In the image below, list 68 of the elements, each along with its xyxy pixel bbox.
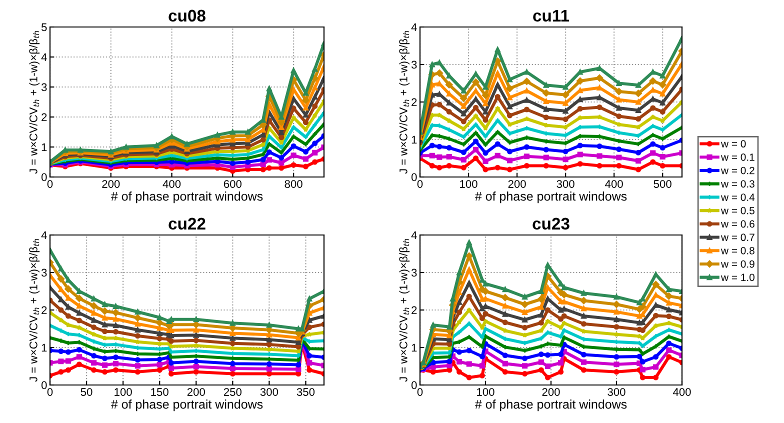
- legend-label: w = 0.7: [720, 234, 754, 242]
- x-tick-label: 600: [224, 180, 242, 188]
- x-tick-label: 400: [605, 180, 623, 188]
- y-tick-label: 4: [411, 231, 417, 240]
- y-tick-label: 4: [41, 231, 47, 240]
- legend-label: w = 0.9: [720, 260, 754, 268]
- y-tick-label: 1: [42, 344, 47, 352]
- x-tick-label: 500: [654, 180, 672, 188]
- chart-title: cu11: [533, 10, 570, 22]
- y-axis-title: J = w×CV/CV$_{th}$ + (1-w)×β/β$_{th}$: [29, 238, 40, 382]
- x-tick-label: 50: [80, 388, 92, 396]
- y-tick-label: 0: [41, 381, 47, 390]
- x-axis-title: # of phase portrait windows: [110, 400, 263, 412]
- x-tick-label: 300: [260, 388, 278, 396]
- legend-label: w = 0: [720, 140, 746, 148]
- y-axis-title: J = w×CV/CV$_{th}$ + (1-w)×β/β$_{th}$: [399, 238, 410, 382]
- y-tick-label: 5: [41, 23, 47, 32]
- legend-label: w = 0.5: [720, 206, 754, 214]
- y-tick-label: 4: [411, 23, 417, 32]
- chart-title: cu23: [532, 218, 570, 230]
- y-tick-label: 0: [411, 173, 417, 182]
- legend-label: w = 0.3: [720, 180, 754, 188]
- y-tick-label: 1: [42, 143, 47, 152]
- y-tick-label: 3: [41, 268, 47, 277]
- x-axis-title: # of phase portrait windows: [110, 192, 263, 204]
- x-tick-label: 0: [417, 180, 423, 188]
- chart-title: cu08: [168, 10, 206, 22]
- x-tick-label: 100: [460, 180, 478, 188]
- legend-label: w = 0.6: [720, 220, 754, 228]
- x-tick-label: 0: [47, 388, 53, 396]
- x-tick-label: 400: [162, 180, 181, 188]
- legend-label: w = 0.2: [720, 166, 754, 174]
- x-tick-label: 800: [284, 180, 302, 188]
- y-axis-title: J = w×CV/CV$_{th}$ + (1-w)×β/β$_{th}$: [29, 30, 40, 174]
- x-tick-label: 200: [508, 180, 526, 188]
- x-tick-label: 100: [114, 388, 132, 396]
- y-tick-label: 0: [411, 381, 417, 390]
- x-tick-label: 400: [672, 388, 691, 396]
- y-tick-label: 1: [412, 136, 417, 144]
- x-tick-label: 150: [151, 388, 168, 396]
- x-axis-title: # of phase portrait windows: [474, 400, 627, 412]
- x-axis-title: # of phase portrait windows: [474, 192, 627, 204]
- legend-label: w = 1.0: [720, 274, 754, 282]
- x-tick-label: 250: [224, 388, 242, 396]
- legend-label: w = 0.8: [720, 246, 754, 254]
- x-tick-label: 100: [477, 388, 494, 396]
- chart-title: cu22: [168, 218, 206, 230]
- y-tick-label: 1: [412, 344, 417, 352]
- x-tick-label: 350: [296, 388, 315, 396]
- y-axis-title: J = w×CV/CV$_{th}$ + (1-w)×β/β$_{th}$: [399, 30, 410, 174]
- x-tick-label: 300: [556, 180, 574, 188]
- x-tick-label: 0: [417, 388, 423, 396]
- y-tick-label: 3: [411, 268, 417, 277]
- legend-label: w = 0.4: [720, 194, 755, 201]
- y-tick-label: 2: [42, 306, 47, 314]
- y-tick-label: 3: [41, 83, 47, 92]
- x-tick-label: 200: [187, 388, 205, 396]
- y-tick-label: 0: [41, 173, 47, 182]
- legend-label: w = 0.1: [720, 153, 754, 161]
- x-tick-label: 200: [102, 180, 120, 188]
- x-tick-label: 300: [608, 388, 626, 396]
- y-tick-label: 2: [42, 113, 47, 122]
- x-tick-label: 200: [542, 388, 560, 396]
- x-tick-label: 0: [47, 180, 53, 188]
- y-tick-label: 4: [41, 53, 47, 62]
- y-tick-label: 2: [412, 306, 417, 314]
- y-tick-label: 2: [412, 98, 417, 106]
- y-tick-label: 3: [411, 60, 417, 69]
